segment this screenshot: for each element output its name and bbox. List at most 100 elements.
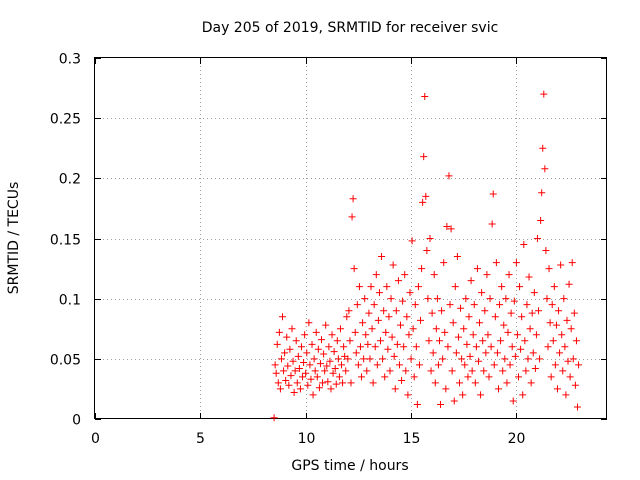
data-point bbox=[307, 375, 315, 383]
data-point bbox=[387, 295, 395, 303]
y-tick-label: 0 bbox=[72, 413, 81, 429]
data-point bbox=[508, 343, 516, 351]
data-point bbox=[308, 340, 316, 348]
data-point bbox=[465, 313, 473, 321]
data-point bbox=[412, 343, 420, 351]
data-point bbox=[546, 319, 554, 327]
data-point bbox=[510, 297, 518, 305]
data-point bbox=[313, 373, 321, 381]
data-point bbox=[288, 325, 296, 333]
data-point bbox=[438, 307, 446, 315]
data-point bbox=[282, 376, 290, 384]
data-point bbox=[454, 333, 462, 341]
data-point bbox=[535, 307, 543, 315]
data-point bbox=[499, 367, 507, 375]
data-point bbox=[383, 283, 391, 291]
data-point bbox=[424, 295, 432, 303]
data-point bbox=[553, 385, 561, 393]
data-point bbox=[474, 357, 482, 365]
data-point bbox=[423, 247, 431, 255]
data-point bbox=[520, 241, 528, 249]
data-point bbox=[548, 301, 556, 309]
data-point bbox=[300, 358, 308, 366]
x-tick-label: 15 bbox=[403, 431, 421, 447]
data-point bbox=[312, 328, 320, 336]
data-point bbox=[476, 319, 484, 327]
data-point bbox=[540, 90, 548, 98]
data-point bbox=[468, 367, 476, 375]
data-point bbox=[422, 192, 430, 200]
y-tick-label: 0.25 bbox=[50, 112, 81, 128]
data-point bbox=[386, 367, 394, 375]
data-point bbox=[291, 367, 299, 375]
y-tick-labels: 0 0.05 0.1 0.15 0.2 0.25 0.3 bbox=[50, 52, 81, 429]
data-point bbox=[443, 222, 451, 230]
data-point bbox=[285, 381, 293, 389]
data-point bbox=[461, 361, 469, 369]
data-point bbox=[559, 367, 567, 375]
data-point bbox=[280, 367, 288, 375]
data-point bbox=[519, 391, 527, 399]
data-point bbox=[344, 355, 352, 363]
data-point bbox=[305, 319, 313, 327]
data-point bbox=[472, 343, 480, 351]
data-point bbox=[509, 397, 517, 405]
data-point bbox=[318, 336, 326, 344]
data-point bbox=[336, 325, 344, 333]
data-point bbox=[328, 331, 336, 339]
data-point bbox=[359, 319, 367, 327]
data-point bbox=[353, 301, 361, 309]
data-point bbox=[567, 325, 575, 333]
data-point bbox=[283, 333, 291, 341]
x-tick-label: 0 bbox=[91, 431, 100, 447]
data-point bbox=[320, 350, 328, 358]
data-point bbox=[430, 271, 438, 279]
data-point bbox=[539, 144, 547, 152]
data-point bbox=[362, 331, 370, 339]
data-point bbox=[384, 345, 392, 353]
data-point bbox=[528, 309, 536, 317]
data-point bbox=[373, 361, 381, 369]
data-point bbox=[513, 331, 521, 339]
data-point bbox=[351, 328, 359, 336]
data-point bbox=[498, 283, 506, 291]
data-point bbox=[557, 261, 565, 269]
data-point bbox=[456, 379, 464, 387]
y-tick-label: 0.05 bbox=[50, 353, 81, 369]
data-point bbox=[558, 331, 566, 339]
data-point bbox=[295, 364, 303, 372]
data-point bbox=[306, 361, 314, 369]
x-tick-label: 20 bbox=[508, 431, 526, 447]
data-point bbox=[506, 361, 514, 369]
data-point bbox=[330, 348, 338, 356]
data-point bbox=[556, 349, 564, 357]
data-point bbox=[478, 289, 486, 297]
data-point bbox=[343, 313, 351, 321]
data-point bbox=[364, 340, 372, 348]
data-point bbox=[402, 367, 410, 375]
data-point bbox=[569, 355, 577, 363]
data-point bbox=[334, 355, 342, 363]
data-point bbox=[437, 401, 445, 409]
data-point bbox=[390, 352, 398, 360]
data-point bbox=[292, 337, 300, 345]
data-point bbox=[526, 325, 534, 333]
axis-ticks bbox=[95, 58, 607, 420]
data-point bbox=[388, 333, 396, 341]
data-point bbox=[496, 301, 504, 309]
y-tick-label: 0.3 bbox=[59, 52, 81, 68]
data-point bbox=[427, 367, 435, 375]
data-point bbox=[348, 213, 356, 221]
data-point bbox=[409, 325, 417, 333]
data-point bbox=[453, 253, 461, 261]
data-point bbox=[574, 403, 582, 411]
data-point bbox=[417, 316, 425, 324]
data-point bbox=[547, 373, 555, 381]
data-point bbox=[517, 345, 525, 353]
data-point bbox=[358, 373, 366, 381]
data-point bbox=[570, 309, 578, 317]
data-point bbox=[560, 295, 568, 303]
data-point bbox=[457, 304, 465, 312]
data-point bbox=[470, 301, 478, 309]
data-point bbox=[408, 237, 416, 245]
